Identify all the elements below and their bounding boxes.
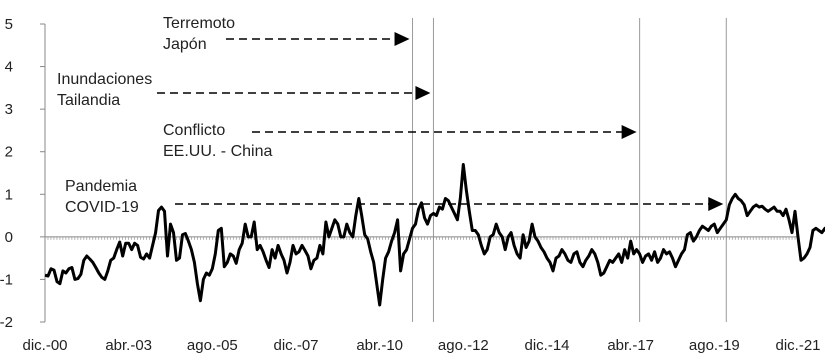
y-tick-label: -2 [0,314,13,331]
x-tick-label: ago.-05 [187,337,238,354]
y-tick-label: 4 [5,59,13,76]
annotation-arrowhead [621,125,637,139]
annotation-label: Tailandia [57,92,120,109]
annotation-label: COVID-19 [65,199,139,216]
series-line [44,163,825,307]
x-tick-label: abr.-03 [105,337,152,354]
y-tick-label: 3 [5,101,13,118]
annotation-label: EE.UU. - China [163,143,272,160]
annotation-label: Inundaciones [57,71,152,88]
annotation-arrowhead [415,86,431,100]
x-tick-label: ago.-19 [689,337,740,354]
y-tick-label: 0 [5,229,13,246]
x-axis: dic.-00 abr.-03 ago.-05 dic.-07 abr.-10 ago.-… [22,236,821,354]
y-tick-label: 5 [5,16,13,33]
annotation-label: Japón [163,36,207,53]
x-tick-label: abr.-10 [356,337,403,354]
event-annotations: Terremoto Japón Inundaciones Tailandia Confl… [57,15,724,216]
x-tick-label: dic.-21 [775,337,820,354]
annotation-arrowhead [708,197,724,211]
x-tick-label: dic.-00 [22,337,67,354]
y-tick-label: -1 [0,271,13,288]
x-tick-label: abr.-17 [607,337,654,354]
y-axis: -2 -1 0 1 2 3 4 5 [0,16,46,331]
annotation-label: Terremoto [163,15,235,32]
annotation-label: Pandemia [65,178,137,195]
annotation-arrowhead [394,32,410,46]
annotation-label: Conflicto [163,122,225,139]
y-tick-label: 1 [5,186,13,203]
x-tick-label: dic.-07 [273,337,318,354]
x-tick-label: dic.-14 [524,337,569,354]
x-tick-label: ago.-12 [438,337,489,354]
event-vertical-lines [412,18,727,322]
y-tick-label: 2 [5,144,13,161]
